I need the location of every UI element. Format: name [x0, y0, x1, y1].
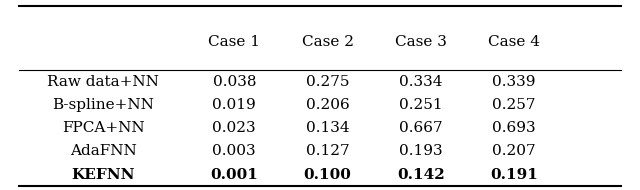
Text: FPCA+NN: FPCA+NN [62, 121, 145, 135]
Text: Case 4: Case 4 [488, 35, 540, 49]
Text: KEFNN: KEFNN [72, 168, 135, 182]
Text: 0.257: 0.257 [492, 98, 536, 112]
Text: 0.038: 0.038 [212, 75, 256, 89]
Text: 0.667: 0.667 [399, 121, 443, 135]
Text: 0.023: 0.023 [212, 121, 256, 135]
Text: 0.693: 0.693 [492, 121, 536, 135]
Text: 0.134: 0.134 [306, 121, 349, 135]
Text: 0.251: 0.251 [399, 98, 443, 112]
Text: 0.339: 0.339 [492, 75, 536, 89]
Text: 0.334: 0.334 [399, 75, 442, 89]
Text: 0.275: 0.275 [306, 75, 349, 89]
Text: B-spline+NN: B-spline+NN [52, 98, 154, 112]
Text: Case 1: Case 1 [208, 35, 260, 49]
Text: 0.003: 0.003 [212, 144, 256, 158]
Text: 0.100: 0.100 [303, 168, 351, 182]
Text: Case 2: Case 2 [301, 35, 353, 49]
Text: 0.019: 0.019 [212, 98, 256, 112]
Text: 0.127: 0.127 [306, 144, 349, 158]
Text: 0.206: 0.206 [306, 98, 349, 112]
Text: 0.191: 0.191 [490, 168, 538, 182]
Text: 0.207: 0.207 [492, 144, 536, 158]
Text: 0.142: 0.142 [397, 168, 445, 182]
Text: 0.193: 0.193 [399, 144, 443, 158]
Text: Raw data+NN: Raw data+NN [47, 75, 159, 89]
Text: Case 3: Case 3 [395, 35, 447, 49]
Text: 0.001: 0.001 [211, 168, 258, 182]
Text: AdaFNN: AdaFNN [70, 144, 137, 158]
